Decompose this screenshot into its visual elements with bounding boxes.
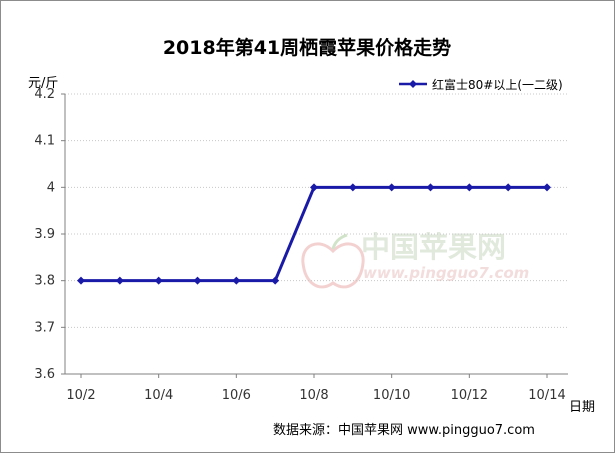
data-point xyxy=(77,276,85,285)
y-tick-label: 4.2 xyxy=(34,87,55,102)
data-point xyxy=(504,183,513,192)
y-tick-label: 3.8 xyxy=(34,274,55,289)
y-tick-label: 3.7 xyxy=(34,320,55,335)
y-tick-label: 4.1 xyxy=(34,134,55,149)
x-tick-label: 10/10 xyxy=(373,388,410,403)
legend-label: 红富士80#以上(一二级) xyxy=(432,77,563,92)
x-axis-label: 日期 xyxy=(569,400,595,415)
watermark-brand: 中国苹果网 xyxy=(361,230,506,264)
chart-title: 2018年第41周栖霞苹果价格走势 xyxy=(163,36,451,59)
grid-lines xyxy=(65,93,568,328)
watermark: 中国苹果网 www.pingguo7.com xyxy=(301,230,529,289)
y-tick-labels: 3.6 3.7 3.8 3.9 4 4.1 4.2 xyxy=(34,87,55,382)
source-note: 数据来源：中国苹果网 www.pingguo7.com xyxy=(273,423,535,438)
y-tick-label: 4 xyxy=(47,180,55,195)
legend: 红富士80#以上(一二级) xyxy=(399,77,563,92)
x-tick-label: 10/14 xyxy=(528,388,565,403)
x-tick-label: 10/4 xyxy=(144,388,173,403)
x-tick-label: 10/6 xyxy=(222,388,251,403)
watermark-url: www.pingguo7.com xyxy=(363,264,529,282)
y-tick-label: 3.9 xyxy=(34,227,55,242)
x-tick-label: 10/8 xyxy=(299,388,328,403)
data-point xyxy=(543,183,551,192)
data-point xyxy=(232,276,241,285)
data-point xyxy=(115,276,124,285)
y-tick-label: 3.6 xyxy=(34,367,55,382)
data-point xyxy=(426,183,435,192)
legend-swatch-marker xyxy=(409,80,417,88)
data-point xyxy=(348,183,357,192)
x-tick-label: 10/12 xyxy=(451,388,488,403)
series-layer xyxy=(77,183,551,285)
x-tick-labels: 10/2 10/4 10/6 10/8 10/10 10/12 10/14 xyxy=(66,388,565,403)
data-point xyxy=(154,276,163,285)
data-point xyxy=(387,183,396,192)
data-point xyxy=(271,276,280,285)
data-point xyxy=(193,276,202,285)
data-point xyxy=(310,183,318,192)
y-axis-label: 元/斤 xyxy=(28,76,58,91)
axes xyxy=(61,93,568,378)
data-point xyxy=(465,183,474,192)
x-tick-label: 10/2 xyxy=(66,388,95,403)
apple-logo-icon xyxy=(301,233,365,289)
